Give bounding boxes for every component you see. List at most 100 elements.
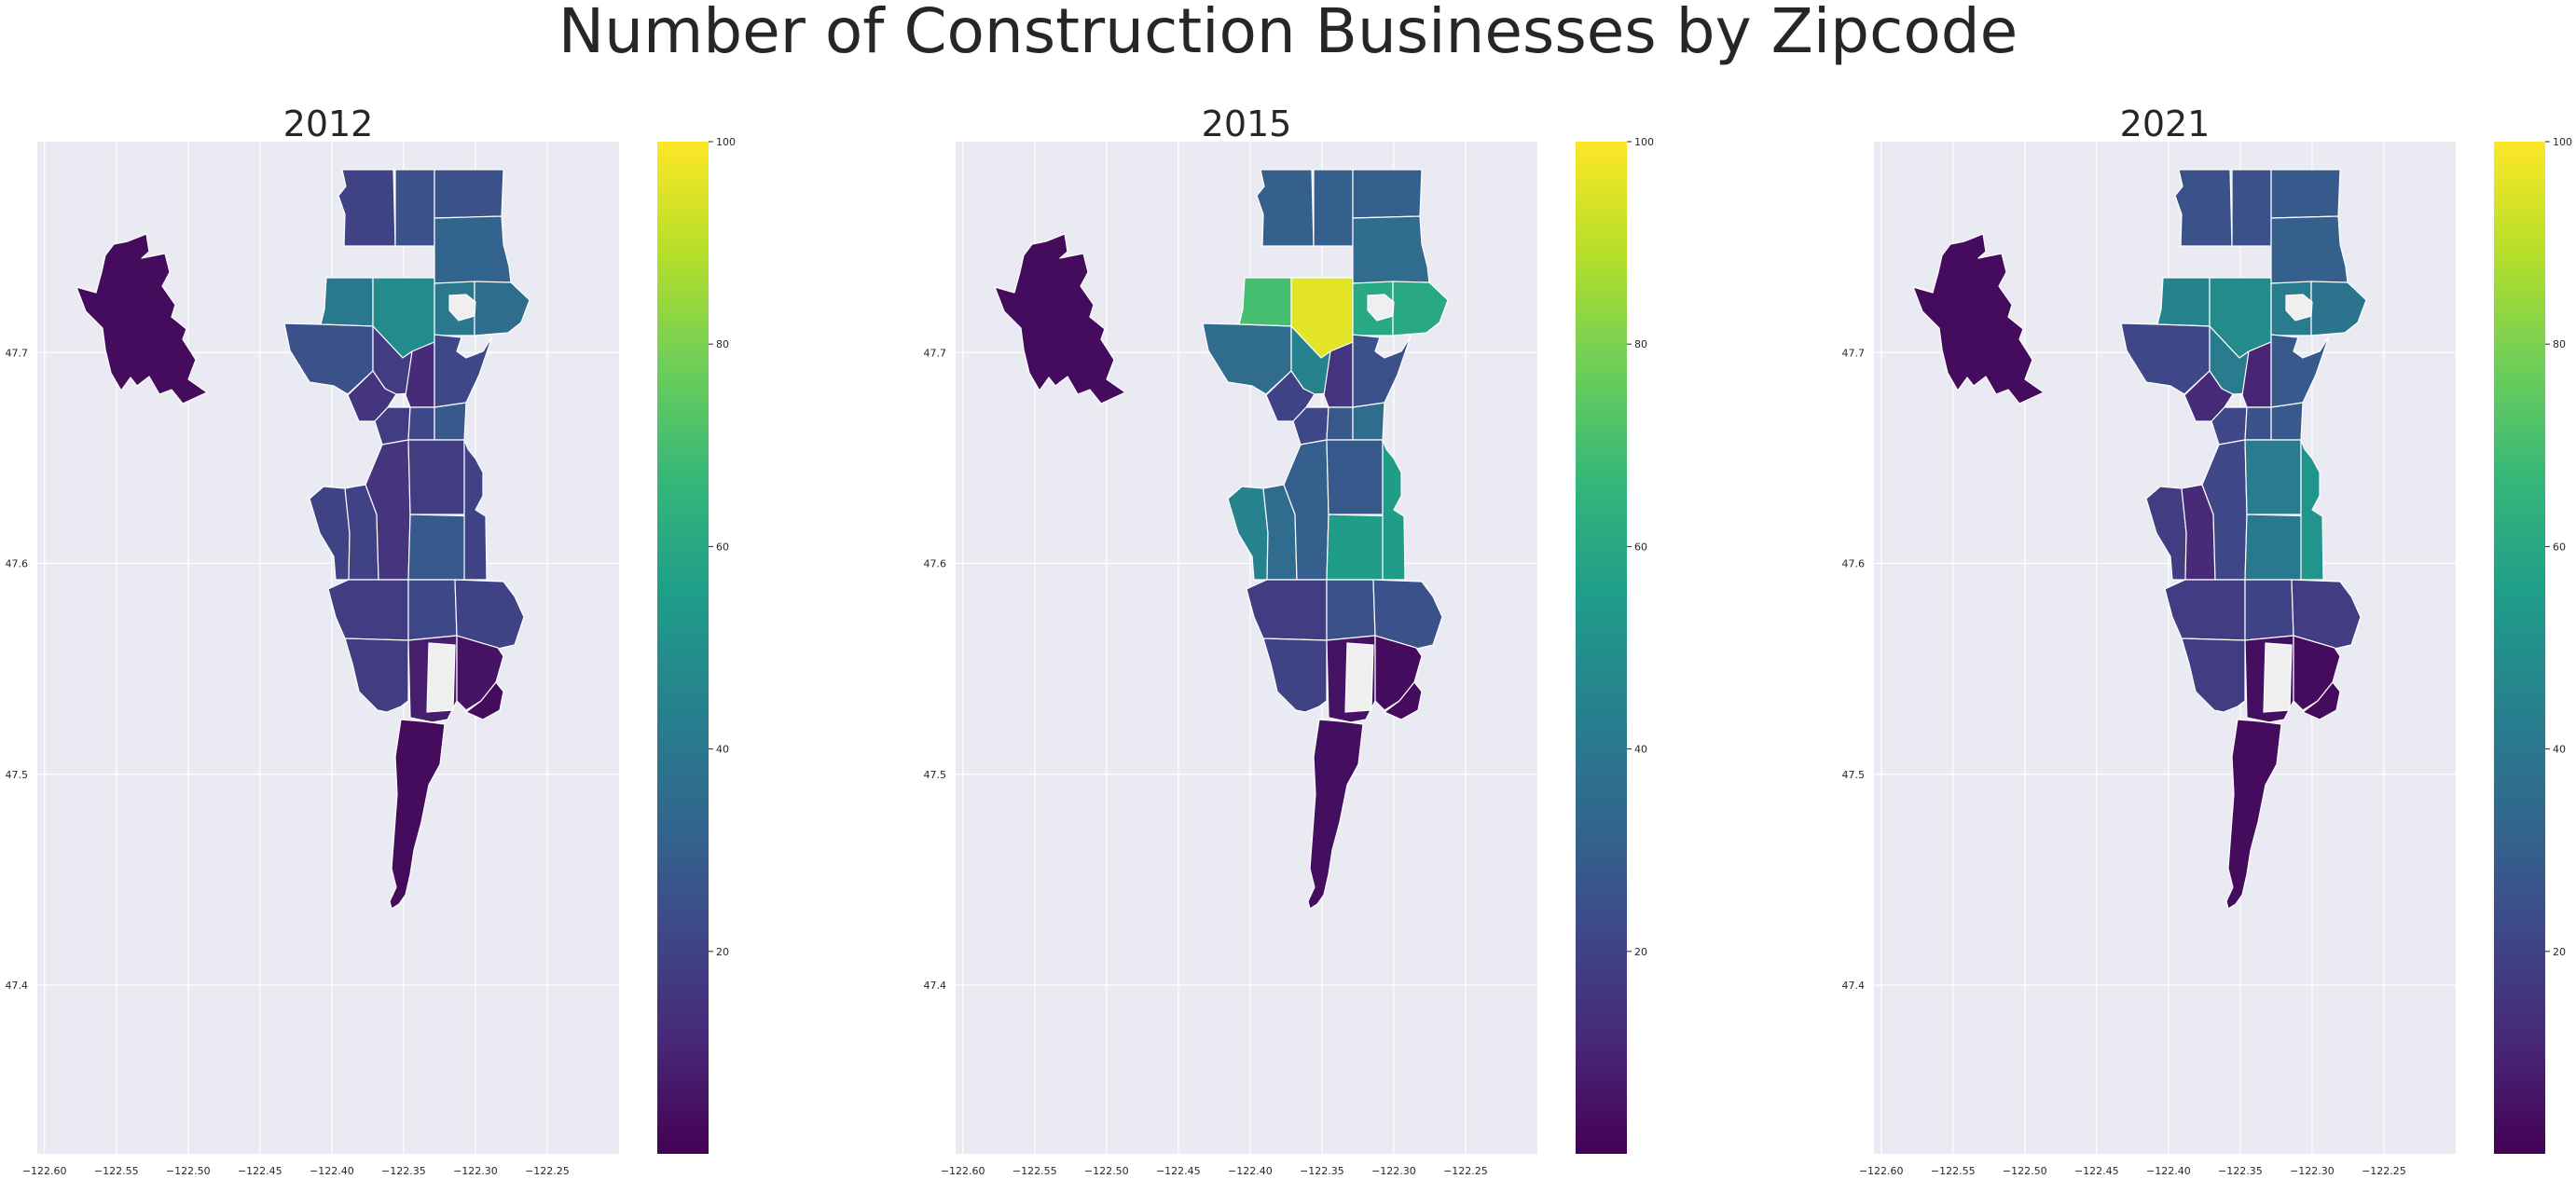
zipcode-region-west_island [1912,233,2045,404]
zipcode-region-nw [2174,169,2233,247]
zipcode-region-nw [1256,169,1315,247]
colorbar [1576,142,1627,1154]
y-tick-label: 47.4 [6,980,29,992]
zipcode-region-r6d [1326,439,1384,515]
colorbar-tick-label: 100 [2553,136,2572,148]
zipcode-region-n_right [434,169,504,219]
map-panel-2012: 2012 −122.60 −122.55 −122.50 −122.45 −122.40 −… [0,0,746,1179]
zipcode-region-r5c [407,406,435,441]
map-regions [76,169,530,910]
panel-title: 2015 [1202,103,1292,144]
map-svg: 2012 −122.60 −122.55 −122.50 −122.45 −122.40 −… [6,103,737,1177]
zipcode-region-west_island [76,233,208,404]
zipcode-region-r4a [2120,322,2211,395]
zipcode-region-n_right [2270,169,2341,219]
zipcode-region-n_mid [1313,169,1354,247]
zipcode-region-ne_top [1352,215,1430,284]
colorbar-tick-label: 40 [716,744,729,756]
colorbar-tick-label: 20 [2553,946,2566,958]
zipcode-region-west_island [994,233,1126,404]
colorbar-tick-label: 100 [716,136,736,148]
x-tick-label: −122.55 [94,1165,139,1177]
colorbar-tick-label: 80 [1634,338,1647,350]
zipcode-region-r5d [2270,402,2304,441]
map-svg: 2021 −122.60 −122.55 −122.50 −122.45 −122.40 −… [1842,103,2573,1177]
y-tick-label: 47.5 [1842,769,1866,781]
zipcode-region-r5a [347,370,397,422]
y-tick-label: 47.4 [1842,980,1866,992]
y-tick-label: 47.5 [924,769,947,781]
map-panel-2015: 2015 −122.60 −122.55 −122.50 −122.45 −122.40 −… [918,0,1664,1179]
panel-title: 2012 [283,103,374,144]
zipcode-region-r5d [434,402,467,441]
colorbar-tick-label: 80 [2553,338,2566,350]
x-tick-label: −122.30 [2290,1165,2335,1177]
y-tick-label: 47.6 [924,558,947,570]
colorbar-tick-label: 60 [1634,541,1647,553]
colorbar-tick-label: 40 [1634,744,1647,756]
x-tick-label: −122.60 [1859,1165,1904,1177]
zipcode-region-nw [337,169,396,247]
no-data-region [426,642,456,713]
no-data-region [2285,294,2313,322]
map-regions [1912,169,2367,910]
zipcode-region-ne_top [434,215,512,284]
map-regions [994,169,1449,910]
y-tick-label: 47.5 [6,769,29,781]
x-tick-label: −122.40 [1228,1165,1273,1177]
zipcode-region-r3a [2156,277,2211,327]
zipcode-region-n_mid [394,169,435,247]
x-tick-label: −122.40 [2146,1165,2191,1177]
map-panel-2021: 2021 −122.60 −122.55 −122.50 −122.45 −122.40 −… [1837,0,2576,1179]
y-tick-label: 47.7 [1842,347,1866,359]
y-tick-label: 47.7 [924,347,947,359]
zipcode-region-s_tail [2225,719,2282,910]
x-tick-label: −122.50 [1084,1165,1129,1177]
x-tick-label: −122.60 [22,1165,67,1177]
x-tick-label: −122.25 [1443,1165,1488,1177]
x-tick-label: −122.35 [1300,1165,1344,1177]
x-tick-label: −122.55 [1931,1165,1976,1177]
x-tick-label: −122.30 [1371,1165,1416,1177]
colorbar-tick-label: 40 [2553,744,2566,756]
zipcode-region-n_mid [2231,169,2272,247]
colorbar-tick-label: 100 [1634,136,1654,148]
zipcode-region-r5a [1265,370,1316,422]
zipcode-region-r8d [2302,681,2341,720]
colorbar-tick-label: 60 [2553,541,2566,553]
zipcode-region-r5d [1352,402,1385,441]
panel-title: 2021 [2120,103,2211,144]
zipcode-region-r6d [407,439,465,515]
zipcode-region-r5c [1326,406,1354,441]
figure-title: Number of Construction Businesses by Zip… [558,0,2018,67]
x-tick-label: −122.50 [166,1165,211,1177]
x-tick-label: −122.35 [2218,1165,2263,1177]
zipcode-region-r6f [2300,439,2324,581]
zipcode-region-r6d [2244,439,2302,515]
y-tick-label: 47.4 [924,980,947,992]
x-tick-label: −122.45 [1156,1165,1201,1177]
y-tick-label: 47.6 [6,558,29,570]
zipcode-region-ne_top [2270,215,2349,284]
colorbar-tick-label: 20 [1634,946,1647,958]
zipcode-region-r3d [2310,281,2367,336]
no-data-region [2263,642,2293,713]
zipcode-region-s_tail [389,719,446,910]
zipcode-region-r3d [1392,281,1449,336]
y-tick-label: 47.7 [6,347,29,359]
zipcode-region-r8d [465,681,504,720]
zipcode-region-r7b [1326,579,1376,641]
zipcode-region-r7b [2244,579,2294,641]
x-tick-label: −122.25 [2362,1165,2406,1177]
zipcode-region-r3d [474,281,530,336]
x-tick-label: −122.45 [238,1165,282,1177]
x-tick-label: −122.50 [2003,1165,2047,1177]
zipcode-region-r5a [2183,370,2234,422]
zipcode-region-r3a [1238,277,1292,327]
x-tick-label: −122.55 [1012,1165,1057,1177]
no-data-region [1367,294,1395,322]
zipcode-region-r8d [1384,681,1423,720]
x-tick-label: −122.25 [525,1165,570,1177]
map-svg: 2015 −122.60 −122.55 −122.50 −122.45 −122.40 −… [924,103,1655,1177]
